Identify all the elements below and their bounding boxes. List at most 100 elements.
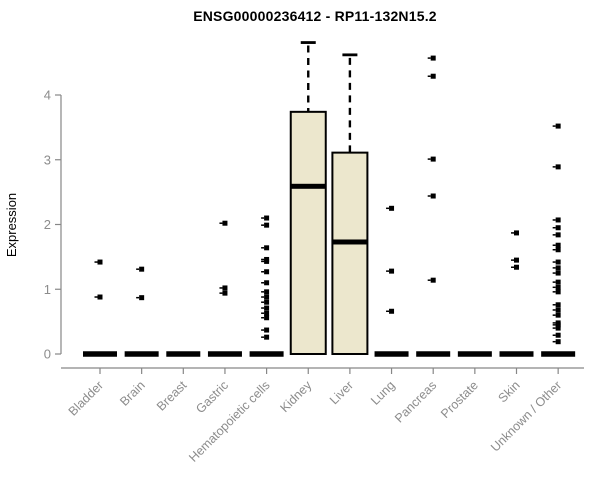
outlier-tick bbox=[552, 166, 556, 168]
outlier-tick bbox=[386, 207, 390, 210]
outlier-point bbox=[555, 265, 561, 271]
median-line bbox=[332, 239, 368, 245]
boxplot-kidney bbox=[289, 41, 327, 355]
outlier-point bbox=[139, 266, 145, 272]
outlier-tick bbox=[261, 291, 265, 293]
outlier-point bbox=[555, 247, 561, 253]
outlier-point bbox=[430, 277, 436, 283]
outlier-point bbox=[97, 294, 103, 300]
outlier-tick bbox=[552, 322, 556, 324]
boxplot-pancreas bbox=[416, 55, 451, 357]
outlier-tick bbox=[552, 261, 556, 263]
outlier-point bbox=[555, 302, 561, 308]
x-category-label-skin: Skin bbox=[496, 378, 523, 405]
boxplot-prostate bbox=[457, 351, 492, 357]
outlier-tick bbox=[94, 261, 98, 263]
boxplot-lung bbox=[374, 205, 409, 357]
outlier-point bbox=[555, 242, 561, 248]
outlier-point bbox=[264, 258, 270, 264]
outlier-tick bbox=[427, 195, 431, 197]
outlier-tick bbox=[261, 301, 265, 303]
outlier-tick bbox=[552, 125, 556, 127]
outlier-point bbox=[389, 308, 395, 314]
outlier-tick bbox=[261, 282, 265, 284]
outlier-tick bbox=[261, 296, 265, 298]
outlier-point bbox=[222, 290, 228, 296]
outlier-point bbox=[555, 164, 561, 170]
outlier-point bbox=[555, 270, 561, 276]
outlier-point bbox=[555, 325, 561, 331]
outlier-tick bbox=[552, 327, 556, 329]
outlier-tick bbox=[552, 324, 556, 326]
outlier-point bbox=[555, 232, 561, 238]
median-line bbox=[541, 351, 576, 357]
outlier-point bbox=[222, 285, 228, 291]
outlier-point bbox=[514, 257, 519, 263]
outlier-tick bbox=[261, 258, 265, 261]
outlier-point bbox=[264, 280, 270, 286]
outlier-tick bbox=[552, 219, 556, 221]
median-line bbox=[499, 351, 534, 357]
outlier-point bbox=[264, 305, 270, 311]
outlier-point bbox=[264, 269, 270, 275]
outlier-tick bbox=[261, 271, 265, 273]
outlier-tick bbox=[261, 336, 265, 338]
outlier-point bbox=[222, 220, 228, 226]
outlier-tick bbox=[552, 334, 556, 336]
outlier-tick bbox=[552, 314, 556, 316]
outlier-tick bbox=[552, 309, 556, 311]
median-line bbox=[207, 351, 242, 357]
outlier-point bbox=[430, 55, 436, 61]
outlier-point bbox=[430, 156, 436, 162]
outlier-tick bbox=[552, 281, 556, 283]
outlier-tick bbox=[427, 75, 431, 77]
boxplot-brain bbox=[124, 266, 159, 357]
outlier-point bbox=[139, 295, 145, 301]
outlier-point bbox=[555, 307, 561, 313]
outlier-point bbox=[555, 225, 561, 231]
outlier-tick bbox=[219, 292, 223, 294]
outlier-tick bbox=[427, 279, 431, 281]
x-category-label-kidney: Kidney bbox=[277, 378, 314, 415]
y-axis-label: Expression bbox=[4, 193, 19, 257]
y-tick-label: 1 bbox=[44, 282, 51, 297]
outlier-tick bbox=[261, 307, 265, 309]
outlier-point bbox=[430, 193, 436, 199]
outlier-point bbox=[555, 279, 561, 285]
median-line bbox=[457, 351, 492, 357]
outlier-tick bbox=[219, 287, 223, 289]
outlier-tick bbox=[261, 247, 265, 249]
outlier-point bbox=[555, 289, 561, 295]
median-line bbox=[124, 351, 159, 357]
x-category-label-unknown-other: Unknown / Other bbox=[488, 378, 564, 454]
outlier-tick bbox=[552, 226, 556, 229]
boxplot-breast bbox=[166, 351, 201, 357]
outlier-tick bbox=[552, 291, 556, 293]
outlier-tick bbox=[261, 224, 265, 226]
outlier-point bbox=[555, 322, 561, 328]
outlier-point bbox=[264, 222, 270, 228]
outlier-point bbox=[555, 217, 561, 223]
outlier-point bbox=[555, 332, 561, 338]
chart-title: ENSG00000236412 - RP11-132N15.2 bbox=[193, 8, 437, 24]
outlier-tick bbox=[552, 267, 556, 269]
outlier-tick bbox=[261, 312, 265, 314]
outlier-point bbox=[264, 334, 270, 340]
outlier-tick bbox=[94, 296, 98, 298]
outlier-tick bbox=[552, 249, 556, 251]
outlier-tick bbox=[136, 296, 140, 299]
outlier-point bbox=[264, 299, 270, 305]
outlier-point bbox=[264, 245, 270, 251]
outlier-tick bbox=[386, 310, 390, 313]
boxplot-bladder bbox=[83, 259, 117, 357]
x-category-label-brain: Brain bbox=[117, 378, 148, 409]
y-tick-label: 0 bbox=[44, 347, 51, 362]
outlier-tick bbox=[219, 222, 223, 224]
median-line bbox=[290, 183, 326, 189]
x-category-label-prostate: Prostate bbox=[438, 378, 481, 421]
outlier-tick bbox=[552, 286, 556, 289]
y-tick-label: 3 bbox=[44, 152, 51, 167]
box bbox=[289, 110, 327, 355]
outlier-tick bbox=[261, 260, 265, 263]
